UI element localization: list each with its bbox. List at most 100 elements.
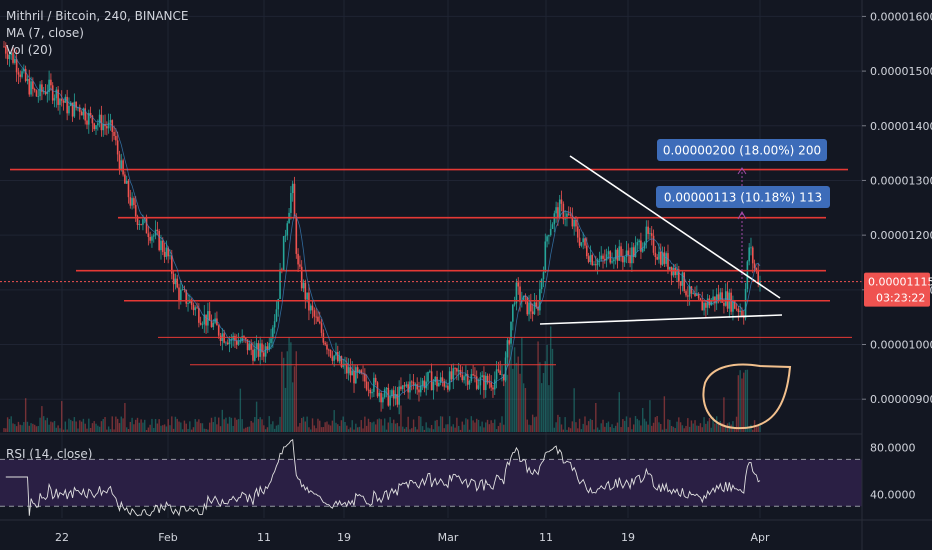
candle-body	[522, 295, 525, 302]
volume-bar	[591, 419, 593, 432]
volume-bar	[373, 421, 375, 432]
volume-bar	[402, 426, 404, 432]
volume-bar	[548, 385, 550, 432]
candle-body	[466, 374, 469, 385]
candle-body	[430, 371, 433, 391]
volume-bar	[638, 420, 640, 432]
price-tick-label: 0.00001300	[870, 174, 932, 187]
volume-bar	[147, 427, 150, 432]
volume-bar	[245, 427, 247, 432]
candle-body	[641, 248, 644, 252]
volume-bar	[577, 428, 579, 432]
volume-bar	[672, 426, 675, 432]
candle-body	[68, 105, 70, 114]
volume-bar	[589, 418, 592, 432]
volume-bar	[181, 429, 184, 432]
candle-body	[147, 233, 150, 238]
volume-bar	[302, 416, 305, 432]
candle-body	[697, 293, 700, 299]
candle-body	[95, 125, 97, 130]
volume-bar	[239, 388, 242, 432]
volume-bar	[104, 417, 106, 432]
candle-body	[748, 247, 750, 262]
candle-body	[17, 72, 20, 75]
candle-body	[448, 371, 451, 390]
candle-body	[30, 81, 32, 95]
candle-body	[46, 92, 49, 95]
candle-body	[387, 387, 390, 406]
volume-bar	[759, 423, 761, 432]
volume-bar	[187, 428, 189, 432]
candle-body	[479, 377, 482, 386]
volume-bar	[651, 425, 653, 432]
volume-bar	[634, 416, 637, 432]
candle-body	[690, 286, 693, 294]
volume-bar	[627, 427, 629, 432]
candle-body	[567, 213, 570, 215]
candle-body	[721, 292, 723, 303]
volume-bar	[326, 421, 328, 432]
volume-bar	[436, 419, 438, 432]
candle-body	[129, 197, 132, 206]
candle-body	[75, 101, 77, 108]
candle-body	[69, 102, 72, 106]
candle-body	[443, 381, 446, 387]
volume-bar	[10, 416, 12, 432]
volume-bar	[512, 368, 514, 432]
volume-bar	[171, 416, 173, 432]
candle-body	[759, 281, 761, 284]
candle-body	[71, 102, 74, 117]
candle-body	[421, 380, 424, 386]
volume-bar	[504, 352, 507, 432]
candle-body	[98, 114, 101, 124]
volume-bar	[600, 423, 602, 432]
candle-body	[557, 207, 559, 218]
volume-bar	[317, 418, 319, 432]
volume-bar	[266, 427, 269, 432]
candle-body	[401, 385, 404, 390]
candle-body	[329, 349, 332, 357]
candle-body	[598, 259, 601, 261]
volume-bar	[349, 427, 352, 432]
volume-bar	[79, 420, 81, 432]
volume-bar	[649, 400, 651, 432]
volume-bar	[528, 424, 530, 432]
candle-body	[647, 226, 649, 234]
candle-body	[483, 375, 485, 391]
candle-body	[113, 131, 115, 137]
volume-bar	[550, 326, 552, 432]
volume-bar	[116, 418, 119, 432]
volume-bar	[636, 418, 639, 432]
candle-body	[526, 296, 529, 315]
volume-bar	[438, 426, 440, 432]
volume-bar	[26, 421, 29, 432]
candle-body	[737, 308, 740, 313]
candle-body	[560, 199, 563, 204]
candle-body	[208, 311, 211, 321]
time-tick-label: 11	[257, 531, 271, 544]
volume-bar	[447, 424, 449, 432]
candle-body	[477, 385, 480, 389]
candle-body	[318, 321, 321, 324]
candle-body	[555, 207, 557, 214]
volume-bar	[732, 421, 734, 432]
candle-body	[667, 253, 669, 270]
candle-body	[539, 289, 541, 311]
candle-body	[134, 205, 137, 217]
volume-bar	[710, 427, 712, 432]
volume-bar	[8, 419, 11, 432]
candle-body	[531, 311, 534, 315]
candle-body	[394, 394, 397, 399]
volume-bar	[423, 429, 426, 432]
candle-body	[230, 339, 233, 341]
volume-bar	[661, 429, 664, 432]
volume-bar	[124, 403, 126, 432]
candle-body	[712, 296, 714, 301]
candle-body	[625, 250, 628, 257]
volume-bar	[434, 420, 436, 432]
price-tick-label: 0.00001500	[870, 65, 932, 78]
candle-body	[326, 344, 328, 350]
candle-body	[701, 300, 704, 311]
candle-body	[656, 257, 658, 260]
